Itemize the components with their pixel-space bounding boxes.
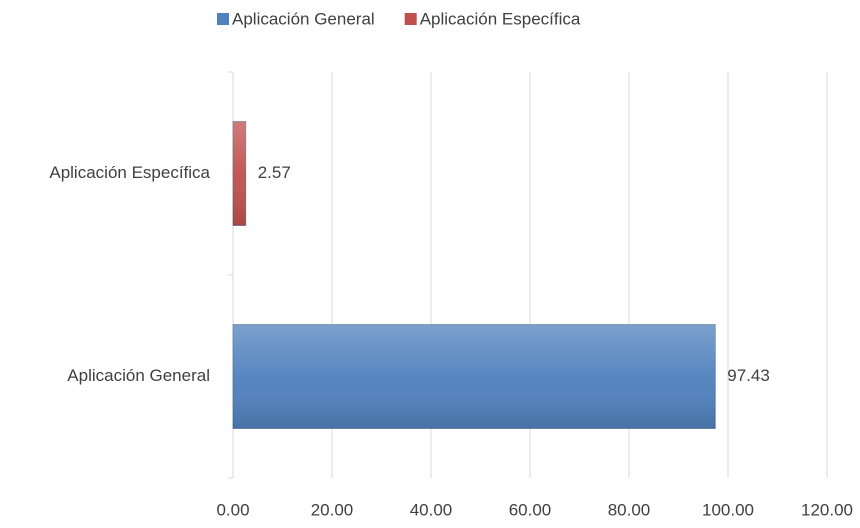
x-tick-label: 100.00 [702,500,754,519]
legend-label: Aplicación Específica [420,9,581,28]
x-tick-label: 20.00 [311,500,354,519]
x-tick-label: 80.00 [608,500,651,519]
x-tick-label: 120.00 [801,500,853,519]
y-tick-label: Aplicación Específica [49,163,210,182]
legend-swatch [404,13,417,25]
legend-label: Aplicación General [232,9,375,28]
data-label: 2.57 [258,163,291,182]
x-tick-label: 40.00 [410,500,453,519]
y-tick-label: Aplicación General [67,366,210,385]
x-tick-label: 60.00 [509,500,552,519]
legend-swatch [217,13,229,25]
bar-shine [233,121,246,226]
data-label: 97.43 [727,366,770,385]
bar-shine [233,324,716,429]
x-tick-label: 0.00 [216,500,249,519]
